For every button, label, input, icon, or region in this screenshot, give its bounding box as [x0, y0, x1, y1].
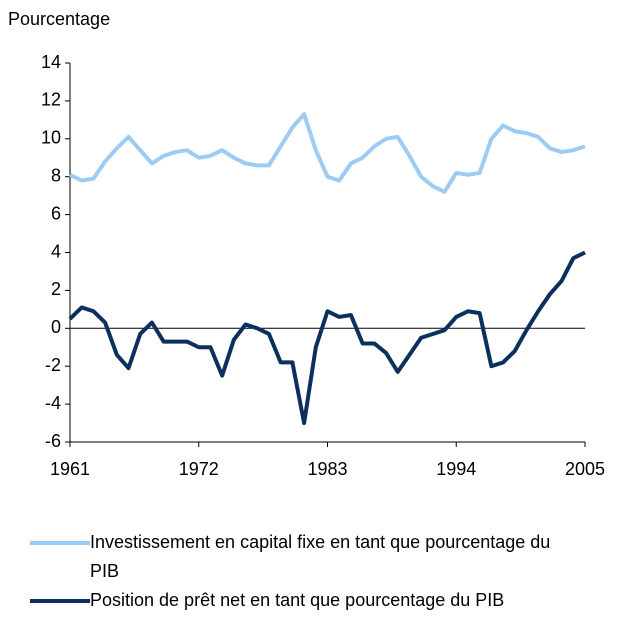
y-tick-label: 12 — [41, 90, 61, 110]
legend-swatch — [30, 541, 90, 545]
legend-item: Position de prêt net en tant que pourcen… — [30, 586, 570, 615]
legend-swatch — [30, 599, 90, 603]
y-tick-label: -4 — [45, 393, 61, 413]
y-tick-label: 8 — [51, 165, 61, 185]
x-tick-label: 1983 — [307, 459, 347, 479]
legend-label: Position de prêt net en tant que pourcen… — [90, 590, 505, 610]
y-tick-label: 10 — [41, 128, 61, 148]
y-tick-label: 4 — [51, 241, 61, 261]
x-tick-label: 1961 — [50, 459, 90, 479]
y-tick-label: -6 — [45, 431, 61, 451]
legend-label: Investissement en capital fixe en tant q… — [90, 532, 551, 581]
series-line — [69, 112, 586, 194]
x-tick-label: 2005 — [565, 459, 605, 479]
y-tick-label: 0 — [51, 317, 61, 337]
y-tick-label: 14 — [41, 52, 61, 72]
y-tick-label: -2 — [45, 355, 61, 375]
legend-item: Investissement en capital fixe en tant q… — [30, 528, 570, 586]
chart: Pourcentage -6 -4 -2 0 2 4 6 8 10 12 14 1961 1972 198… — [8, 9, 605, 479]
y-axis-label: Pourcentage — [8, 9, 110, 29]
x-tick-label: 1994 — [436, 459, 476, 479]
x-tick-label: 1972 — [179, 459, 219, 479]
y-tick-label: 2 — [51, 279, 61, 299]
legend: Investissement en capital fixe en tant q… — [30, 528, 570, 615]
y-tick-label: 6 — [51, 203, 61, 223]
series-line — [68, 250, 586, 426]
